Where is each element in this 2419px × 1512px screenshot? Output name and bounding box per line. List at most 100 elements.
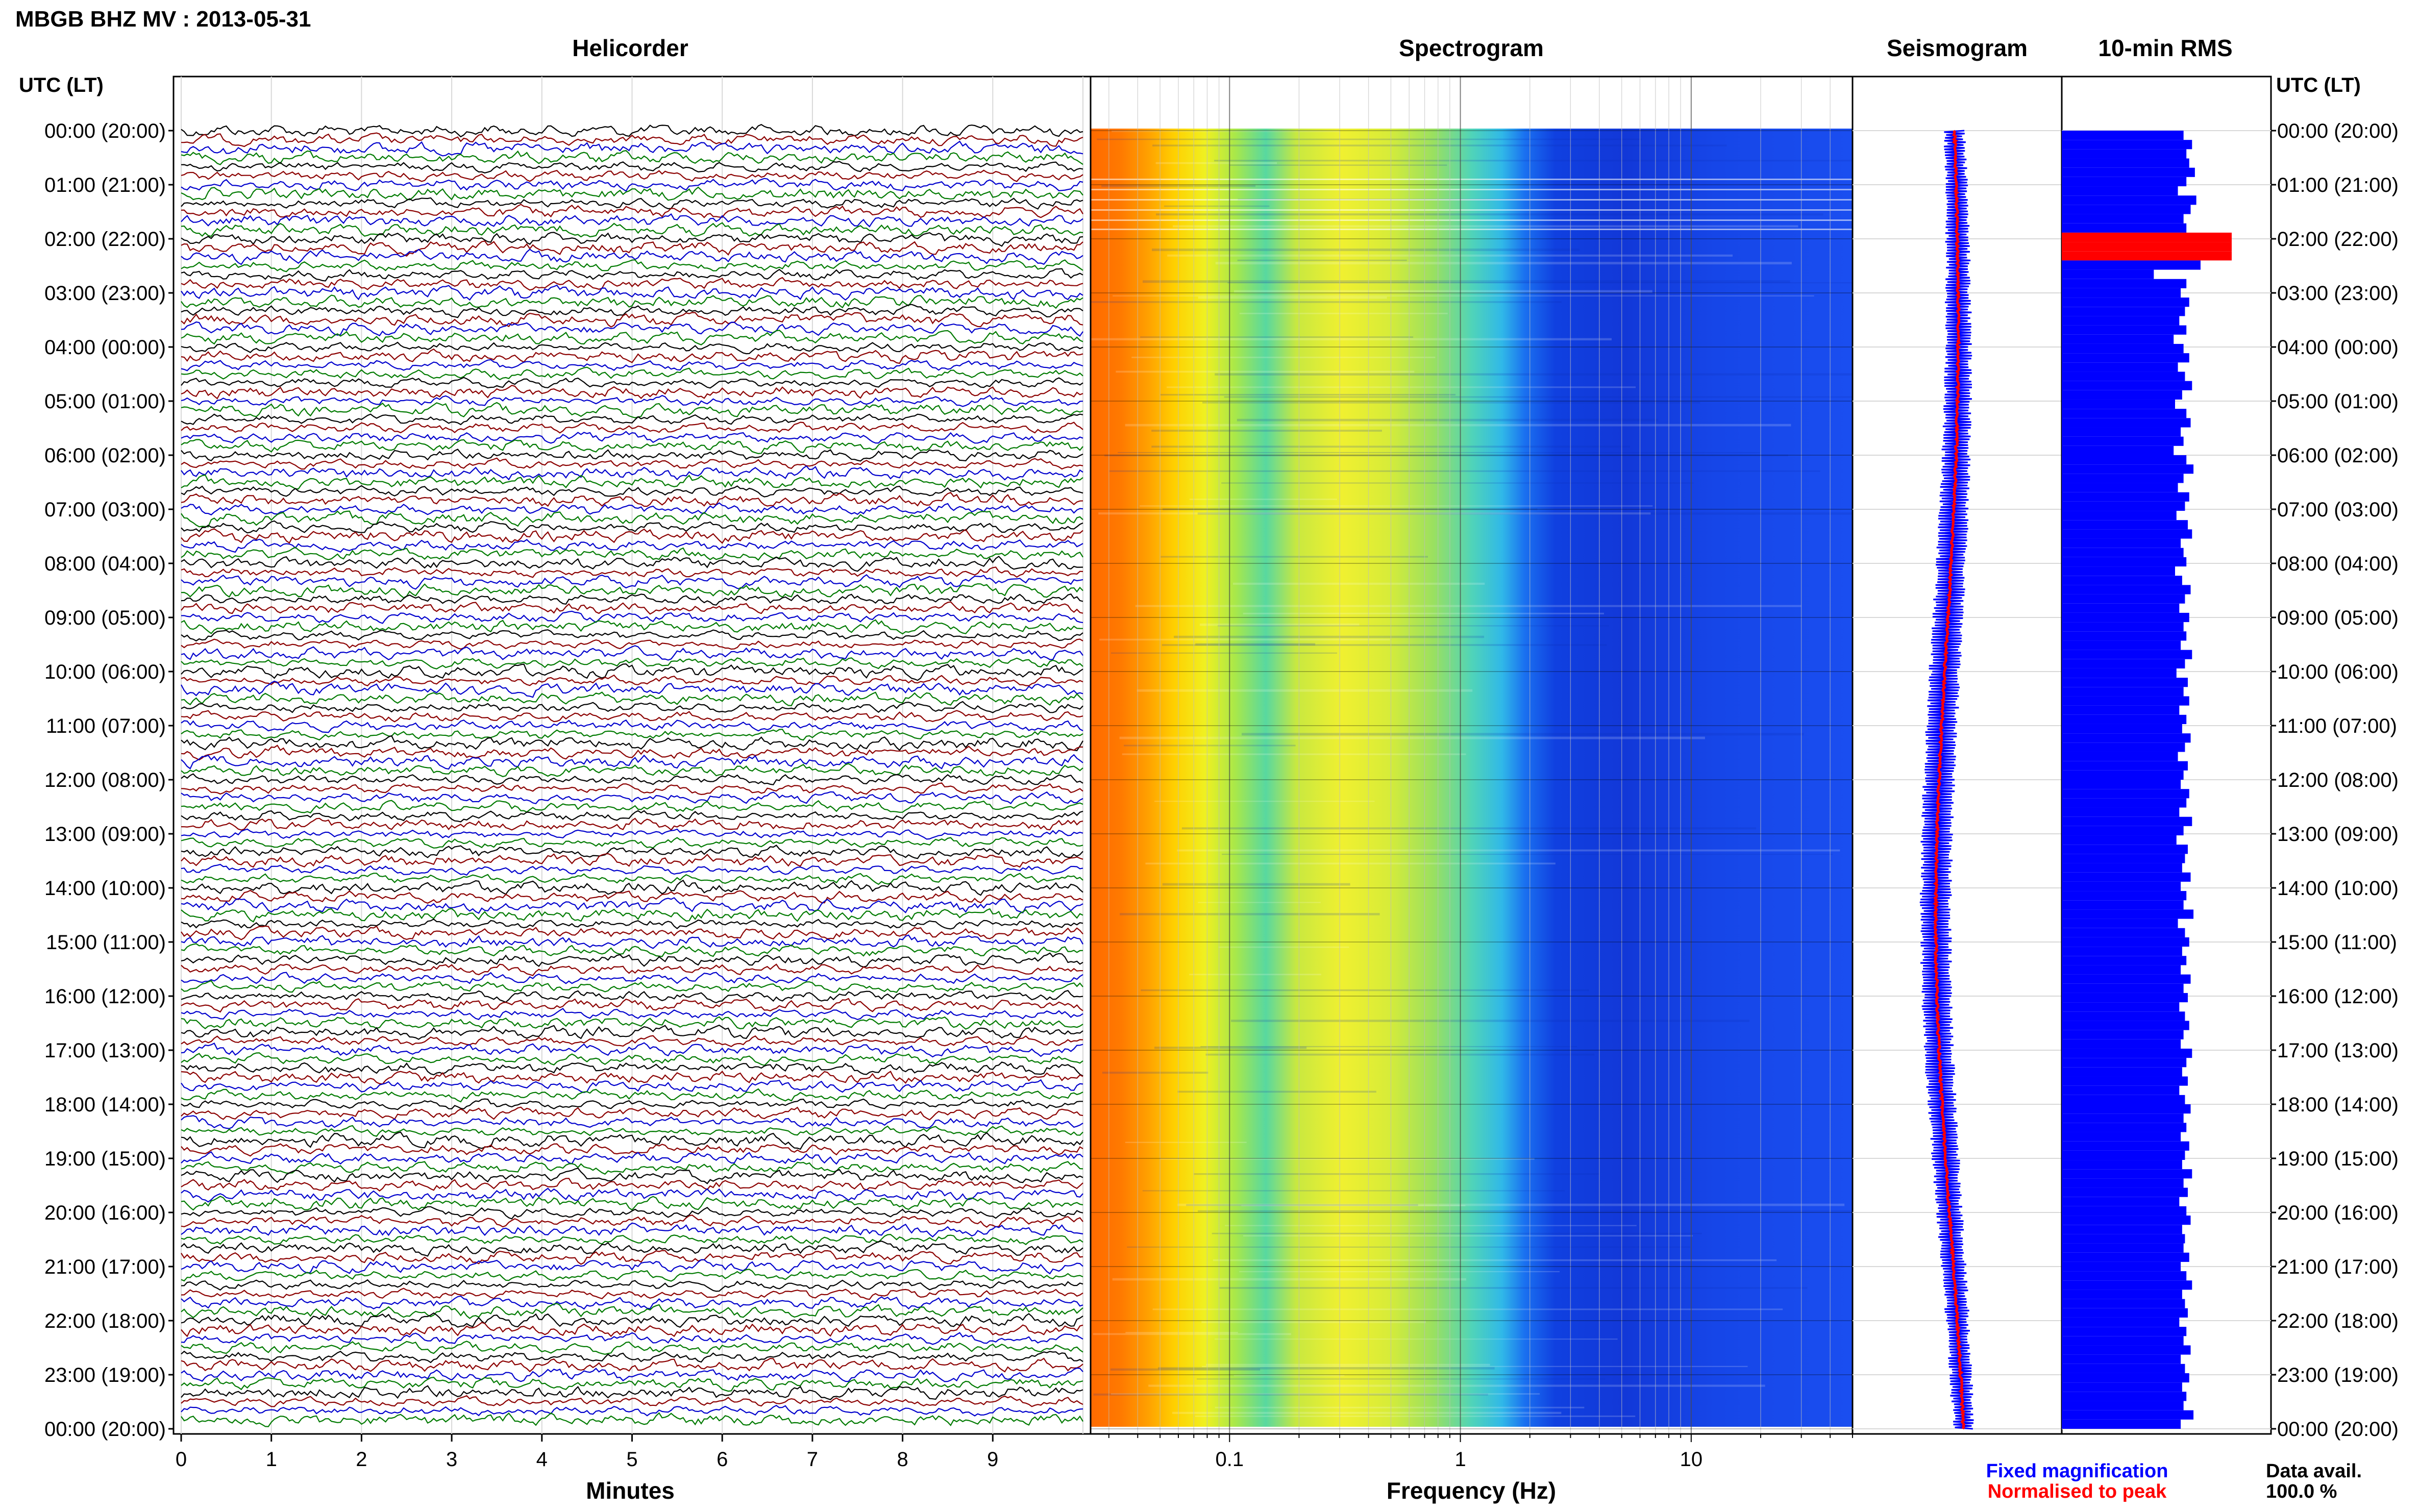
helicorder-trace bbox=[181, 610, 1083, 624]
rms-bar bbox=[2062, 1225, 2182, 1234]
helicorder-trace bbox=[181, 1125, 1083, 1137]
helicorder-trace bbox=[181, 321, 1083, 337]
rms-bar bbox=[2062, 1141, 2189, 1151]
helicorder-trace bbox=[181, 1350, 1083, 1364]
helicorder-trace bbox=[181, 638, 1083, 650]
time-tick-label: 10:00 (06:00) bbox=[44, 661, 166, 683]
helicorder-trace bbox=[181, 222, 1083, 238]
helicorder-trace bbox=[181, 1168, 1083, 1184]
minute-tick-label: 0 bbox=[176, 1448, 187, 1471]
helicorder-trace bbox=[181, 963, 1083, 976]
helicorder-title: Helicorder bbox=[572, 35, 688, 61]
spectrogram-texture-band bbox=[1202, 1366, 1748, 1368]
spectrogram-texture-band bbox=[1102, 1072, 1208, 1074]
helicorder-trace bbox=[181, 259, 1083, 272]
spectrogram-title: Spectrogram bbox=[1399, 35, 1544, 61]
rms-bar bbox=[2062, 427, 2181, 437]
spectrogram-texture-band bbox=[1205, 1053, 1595, 1056]
spectrogram-texture-band bbox=[1110, 1368, 1261, 1371]
helicorder-trace bbox=[181, 1206, 1083, 1220]
helicorder-trace bbox=[181, 132, 1083, 147]
time-tick-label: 17:00 (13:00) bbox=[44, 1039, 166, 1062]
rms-bar bbox=[2062, 947, 2182, 956]
time-tick-label: 12:00 (08:00) bbox=[44, 769, 166, 791]
rms-bar bbox=[2062, 362, 2178, 372]
spectrogram-texture-band bbox=[1181, 827, 1757, 830]
spectrogram-texture-band bbox=[1195, 1415, 1636, 1417]
helicorder-trace bbox=[181, 828, 1083, 840]
helicorder-trace bbox=[181, 394, 1083, 407]
helicorder-trace bbox=[181, 232, 1083, 247]
spectrogram-texture-band bbox=[1124, 745, 1296, 747]
helicorder-trace bbox=[181, 294, 1083, 309]
rms-bar bbox=[2062, 845, 2188, 854]
rms-bar bbox=[2062, 863, 2182, 873]
helicorder-trace bbox=[181, 161, 1083, 173]
rms-bar bbox=[2062, 1252, 2189, 1262]
helicorder-trace bbox=[181, 197, 1083, 210]
rms-bar bbox=[2062, 1382, 2182, 1392]
helicorder-trace bbox=[181, 439, 1083, 455]
time-tick-label: 17:00 (13:00) bbox=[2277, 1039, 2399, 1062]
helicorder-trace bbox=[181, 719, 1083, 733]
rms-bar bbox=[2062, 1076, 2188, 1086]
rms-bar bbox=[2062, 1197, 2180, 1206]
rms-bar bbox=[2062, 455, 2187, 465]
helicorder-trace bbox=[181, 657, 1083, 670]
helicorder-trace bbox=[181, 1385, 1083, 1400]
time-tick-label: 03:00 (23:00) bbox=[2277, 282, 2399, 305]
spectrogram-image bbox=[1091, 129, 1853, 1427]
helicorder-trace bbox=[181, 943, 1083, 957]
rms-bar bbox=[2062, 1169, 2192, 1179]
rms-bar bbox=[2062, 668, 2177, 678]
spectrogram-texture-band bbox=[1241, 1205, 1466, 1206]
helicorder-trace bbox=[181, 710, 1083, 723]
helicorder-trace bbox=[181, 619, 1083, 635]
helicorder-trace bbox=[181, 1131, 1083, 1150]
rms-bar bbox=[2062, 640, 2181, 650]
seismogram-fixed-trace bbox=[1919, 130, 1974, 1430]
rms-bar bbox=[2062, 770, 2184, 780]
helicorder-trace bbox=[181, 491, 1083, 507]
time-tick-label: 00:00 (20:00) bbox=[44, 120, 166, 142]
spectrogram-texture-band bbox=[1145, 862, 1556, 865]
rms-bar bbox=[2062, 1123, 2187, 1132]
helicorder-trace bbox=[181, 123, 1083, 138]
spectrogram-texture-band bbox=[1154, 801, 1375, 802]
spectrogram-event-line bbox=[1091, 199, 1853, 201]
rms-bar bbox=[2062, 826, 2184, 836]
spectrogram-texture-band bbox=[1198, 902, 1321, 903]
legend-normalised-to-peak: Normalised to peak bbox=[1988, 1481, 2167, 1502]
helicorder-trace bbox=[181, 538, 1083, 553]
time-tick-label: 06:00 (02:00) bbox=[44, 444, 166, 467]
spectrogram-texture-band bbox=[1239, 312, 1448, 314]
time-tick-label: 09:00 (05:00) bbox=[2277, 607, 2399, 629]
helicorder-trace bbox=[181, 1196, 1083, 1211]
spectrogram-texture-band bbox=[1201, 1321, 1426, 1323]
helicorder-trace bbox=[181, 1143, 1083, 1157]
spectrogram-texture-band bbox=[1131, 356, 1436, 358]
rms-bar bbox=[2062, 501, 2185, 511]
rms-bar bbox=[2062, 232, 2232, 242]
rms-bar bbox=[2062, 409, 2187, 418]
rms-bar bbox=[2062, 520, 2188, 530]
time-tick-label: 01:00 (21:00) bbox=[44, 174, 166, 196]
spectrogram-texture-band bbox=[1110, 1393, 1540, 1395]
spectrogram-panel: 0.1 1 10 Frequency (Hz) bbox=[1090, 76, 1854, 1504]
rms-bar bbox=[2062, 158, 2189, 168]
spectrogram-texture-band bbox=[1160, 393, 1456, 396]
time-tick-label: 23:00 (19:00) bbox=[2277, 1364, 2399, 1386]
rms-bar bbox=[2062, 418, 2191, 428]
time-tick-label: 04:00 (00:00) bbox=[2277, 336, 2399, 359]
helicorder-trace bbox=[181, 465, 1083, 481]
spectrogram-texture-band bbox=[1135, 605, 1801, 607]
spectrogram-texture-band bbox=[1119, 736, 1705, 739]
rms-bar bbox=[2062, 993, 2188, 1003]
time-tick-label: 01:00 (21:00) bbox=[2277, 174, 2399, 196]
helicorder-trace bbox=[181, 773, 1083, 785]
minute-tick-label: 3 bbox=[446, 1448, 457, 1471]
spectrogram-texture-band bbox=[1120, 913, 1380, 915]
helicorder-trace bbox=[181, 555, 1083, 572]
time-tick-label: 05:00 (01:00) bbox=[44, 390, 166, 413]
helicorder-trace bbox=[181, 583, 1083, 599]
